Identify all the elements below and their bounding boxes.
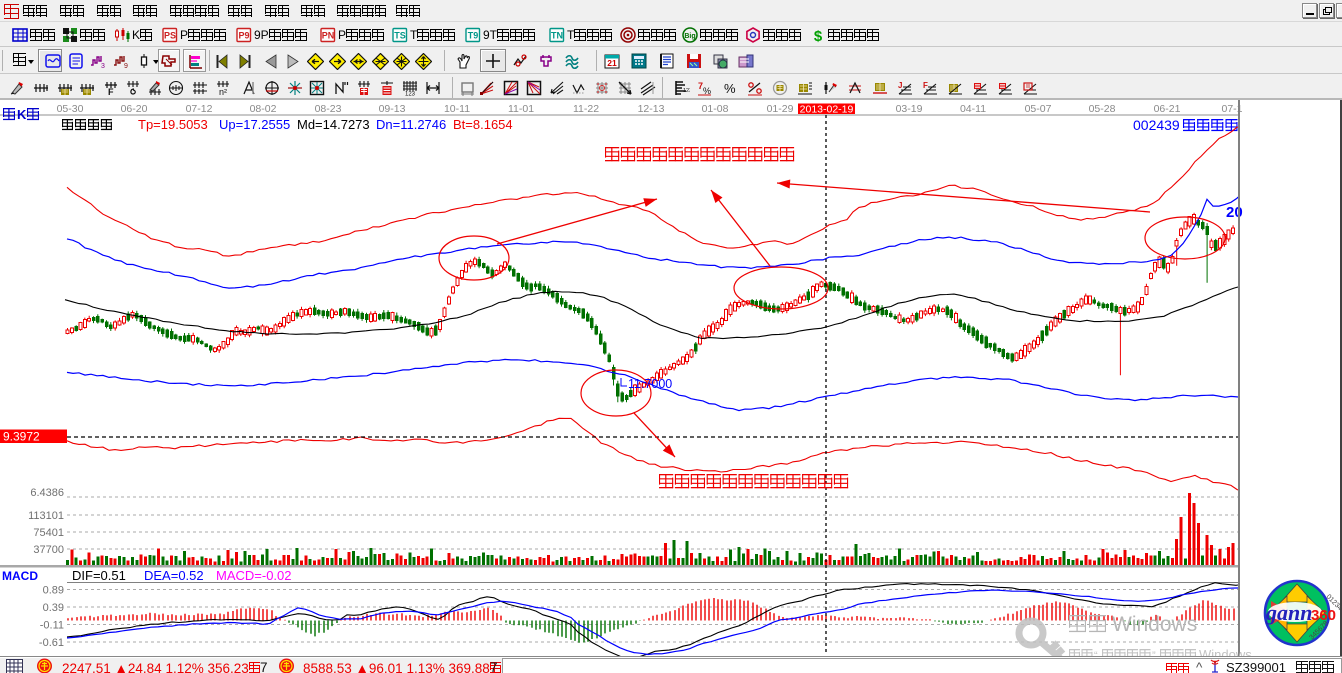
svg-text:06-21: 06-21 — [1154, 103, 1181, 115]
svg-text:DIF=0.51: DIF=0.51 — [72, 568, 126, 583]
svg-text:11-01: 11-01 — [508, 103, 534, 115]
svg-text:07-1: 07-1 — [1221, 103, 1242, 115]
svg-text:002439: 002439 — [1133, 117, 1180, 133]
svg-text:05-30: 05-30 — [57, 103, 84, 115]
svg-text:360: 360 — [1311, 607, 1336, 624]
svg-text:01-08: 01-08 — [702, 103, 729, 115]
svg-text:9: 9 — [124, 63, 128, 70]
svg-text:04-11: 04-11 — [960, 103, 986, 115]
svg-text:11.7000: 11.7000 — [628, 377, 672, 391]
svg-text:$: $ — [814, 28, 823, 43]
svg-text:TS: TS — [394, 31, 406, 41]
svg-text:P9: P9 — [238, 31, 249, 41]
svg-text:n²: n² — [219, 87, 227, 97]
svg-text:12-13: 12-13 — [638, 103, 665, 115]
svg-text:%: % — [703, 86, 711, 96]
svg-text:F: F — [923, 81, 928, 90]
svg-text:09-13: 09-13 — [379, 103, 406, 115]
svg-text:07-12: 07-12 — [186, 103, 213, 115]
svg-text:08-02: 08-02 — [250, 103, 277, 115]
svg-text:Tp=19.5053: Tp=19.5053 — [138, 117, 208, 132]
svg-text:MACD=-0.02: MACD=-0.02 — [216, 568, 292, 583]
svg-text:%: % — [724, 81, 736, 96]
svg-text:DEA=0.52: DEA=0.52 — [144, 568, 204, 583]
svg-text:PS: PS — [164, 31, 176, 41]
svg-text:gann: gann — [1265, 600, 1312, 625]
svg-text:Dn=11.2746: Dn=11.2746 — [376, 117, 446, 132]
svg-text:0.89: 0.89 — [43, 585, 64, 597]
svg-text:3: 3 — [101, 63, 105, 70]
svg-text:01-29: 01-29 — [767, 103, 794, 115]
svg-text:9.3972: 9.3972 — [3, 430, 40, 444]
svg-text:Bt=8.1654: Bt=8.1654 — [453, 117, 513, 132]
svg-text:21: 21 — [607, 58, 617, 68]
svg-text:08-23: 08-23 — [315, 103, 342, 115]
svg-text:K: K — [17, 107, 27, 122]
svg-text:TN: TN — [551, 31, 563, 41]
svg-text:20: 20 — [1226, 204, 1243, 221]
svg-text:J: J — [898, 81, 902, 90]
svg-text:T9: T9 — [468, 31, 479, 41]
svg-text:Md=14.7273: Md=14.7273 — [297, 117, 370, 132]
svg-text:123: 123 — [405, 92, 416, 98]
svg-text:11-22: 11-22 — [573, 103, 599, 115]
svg-text:113101: 113101 — [28, 510, 64, 522]
svg-text:2013-02-19: 2013-02-19 — [800, 104, 854, 116]
svg-text:7: 7 — [698, 81, 703, 91]
svg-text:Big: Big — [684, 33, 695, 40]
svg-text:PN: PN — [322, 31, 335, 41]
svg-text:0.39: 0.39 — [43, 602, 64, 614]
svg-text:123: 123 — [683, 88, 690, 94]
svg-text:-0.61: -0.61 — [39, 637, 64, 649]
svg-text:-0.11: -0.11 — [40, 620, 64, 632]
svg-text:03-19: 03-19 — [896, 103, 923, 115]
svg-text:75401: 75401 — [33, 527, 64, 539]
svg-text:6.4386: 6.4386 — [30, 487, 64, 499]
svg-text:F: F — [108, 87, 114, 97]
svg-text:37700: 37700 — [33, 544, 64, 556]
svg-text:06-20: 06-20 — [121, 103, 148, 115]
svg-text:05-28: 05-28 — [1089, 103, 1116, 115]
svg-text:MACD: MACD — [2, 569, 38, 583]
svg-text:Windows: Windows — [1112, 613, 1197, 636]
svg-text:05-07: 05-07 — [1025, 103, 1052, 115]
svg-text:Up=17.2555: Up=17.2555 — [219, 117, 290, 132]
svg-text:10-11: 10-11 — [444, 103, 470, 115]
